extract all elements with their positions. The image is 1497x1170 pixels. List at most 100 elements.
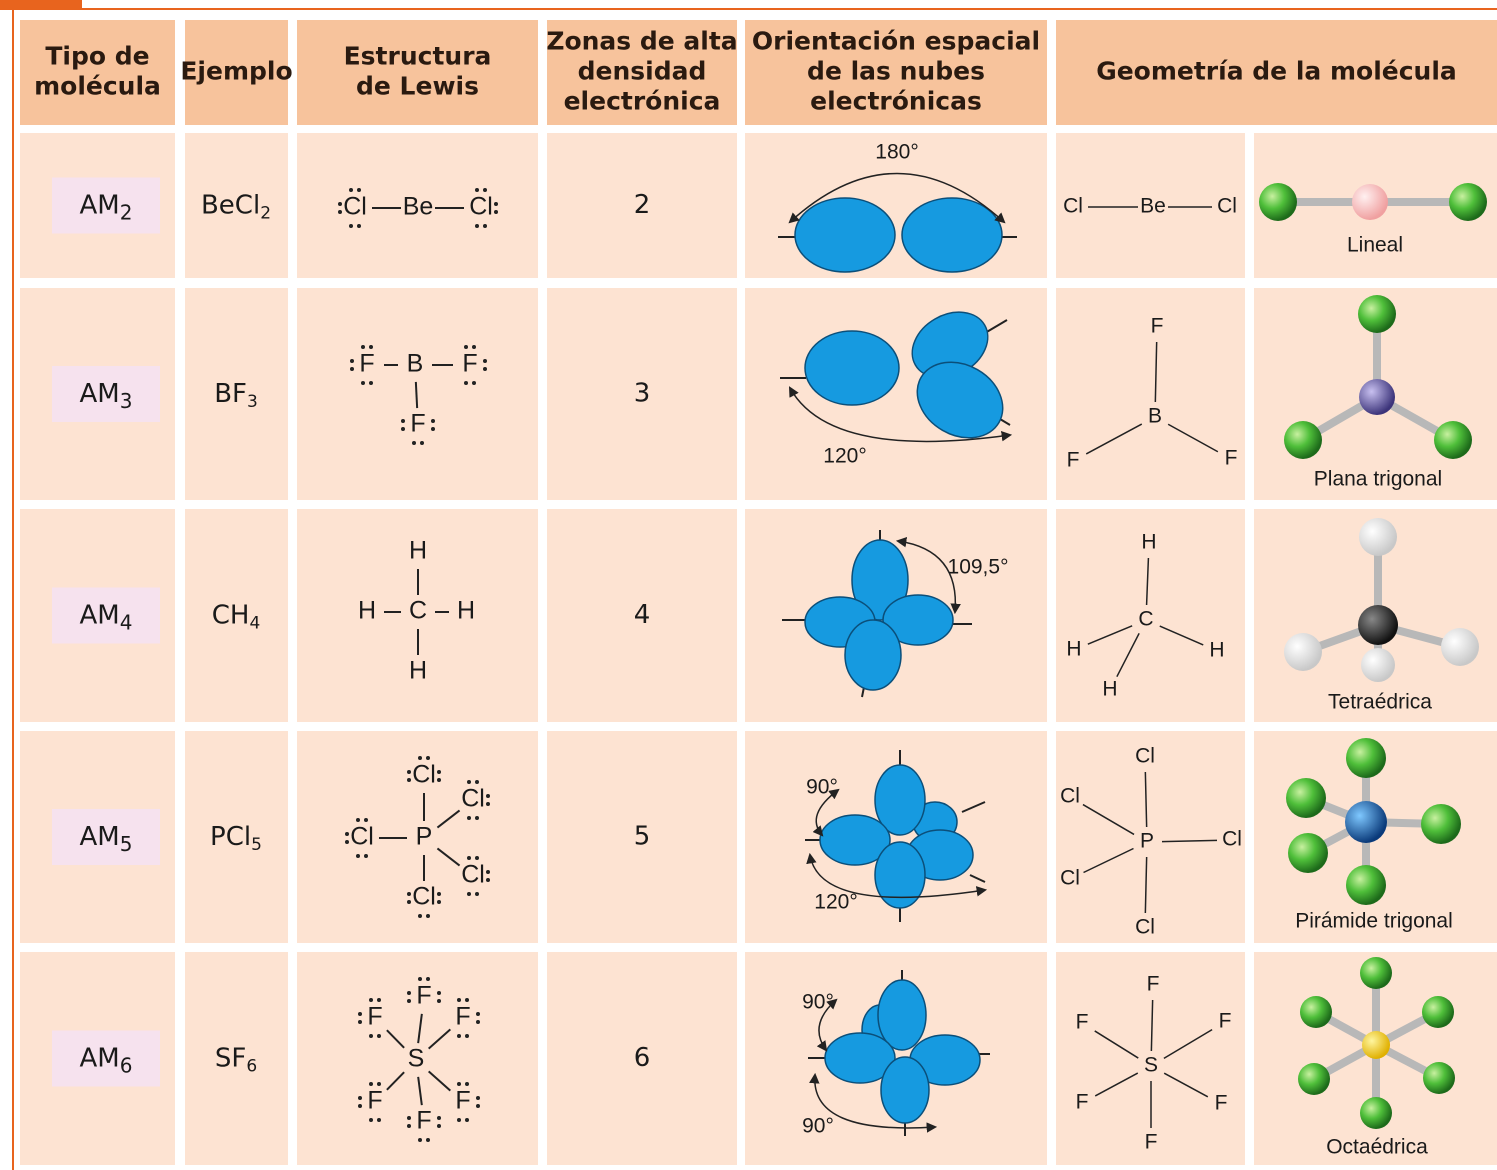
angle-arc: [816, 998, 838, 1052]
lewis-bond: [428, 1028, 451, 1050]
lone-pair-dot: [437, 770, 441, 774]
lone-pair-dot: [358, 1012, 362, 1016]
header-text: de Lewis: [356, 72, 479, 101]
lewis-atom: Cl: [350, 823, 374, 851]
cell: [185, 509, 288, 722]
lone-pair-dot: [358, 1104, 362, 1108]
header-cell: [547, 20, 737, 125]
model-atom: [1362, 1031, 1390, 1059]
lewis-atom: C: [409, 597, 427, 625]
molecule-type: AM5: [80, 822, 133, 856]
angle-label: 90°: [806, 776, 838, 799]
geometry-atom: H: [1102, 678, 1117, 701]
lone-pair-dot: [472, 381, 476, 385]
lone-pair-dot: [475, 816, 479, 820]
lone-pair-dot: [486, 878, 490, 882]
lone-pair-dot: [369, 998, 373, 1002]
geometry-atom: F: [1219, 1010, 1232, 1033]
lone-pair-dot: [464, 381, 468, 385]
model-atom: [1441, 628, 1479, 666]
electron-cloud: [804, 330, 900, 406]
model-atom: [1259, 183, 1297, 221]
lone-pair-dot: [369, 1118, 373, 1122]
cell: [547, 952, 737, 1165]
geometry-atom: P: [1140, 830, 1154, 853]
geometry-atom: C: [1138, 608, 1153, 631]
corner-tab: [0, 0, 82, 10]
molecule-type: AM3: [80, 379, 133, 413]
lone-pair-dot: [483, 224, 487, 228]
lone-pair-dot: [437, 999, 441, 1003]
lone-pair-dot: [356, 854, 360, 858]
lone-pair-dot: [483, 359, 487, 363]
lewis-atom: F: [367, 1003, 382, 1031]
lone-pair-dot: [475, 188, 479, 192]
lone-pair-dot: [356, 818, 360, 822]
example-sub: 3: [247, 392, 258, 412]
geometry-bond: [1145, 557, 1150, 606]
header-text: electrónicas: [810, 87, 982, 116]
geometry-atom: H: [1209, 639, 1224, 662]
header-text: densidad: [578, 57, 707, 86]
geometry-atom: Cl: [1063, 195, 1083, 218]
lewis-atom: Cl: [461, 785, 485, 813]
model-atom: [1298, 1063, 1330, 1095]
cell: [297, 509, 538, 722]
lone-pair-dot: [486, 870, 490, 874]
geometry-atom: Cl: [1135, 745, 1155, 768]
geometry-atom: F: [1076, 1091, 1089, 1114]
zones: 5: [634, 822, 651, 852]
lone-pair-dot: [338, 210, 342, 214]
angle-arc: [812, 788, 840, 837]
example-base: BF: [214, 379, 247, 409]
geometry-atom: Be: [1140, 195, 1166, 218]
lone-pair-dot: [377, 1034, 381, 1038]
lone-pair-dot: [476, 1096, 480, 1100]
lewis-bond: [436, 847, 461, 867]
model-atom: [1434, 421, 1472, 459]
cell: [547, 509, 737, 722]
model-atom: [1360, 957, 1392, 989]
axis-stub: [961, 801, 986, 813]
model-atom: [1359, 379, 1395, 415]
lewis-bond: [414, 381, 419, 409]
molecule-type: AM4: [80, 600, 133, 634]
molecule-type-sub: 6: [120, 1053, 133, 1077]
lone-pair-dot: [475, 780, 479, 784]
molecule-type-sub: 3: [120, 389, 133, 413]
geometry-bond: [1116, 632, 1140, 678]
lewis-atom: Be: [403, 193, 434, 221]
lone-pair-dot: [357, 224, 361, 228]
angle-arc: [895, 537, 961, 615]
lone-pair-dot: [407, 991, 411, 995]
lone-pair-dot: [358, 1020, 362, 1024]
geometry-bond: [1150, 999, 1154, 1052]
lewis-atom: H: [409, 657, 427, 685]
geometry-bond: [1159, 625, 1204, 646]
lewis-atom: B: [407, 350, 424, 378]
lone-pair-dot: [407, 999, 411, 1003]
lone-pair-dot: [437, 778, 441, 782]
geometry-bond: [1144, 771, 1148, 828]
lone-pair-dot: [475, 892, 479, 896]
lone-pair-dot: [494, 210, 498, 214]
lone-pair-dot: [364, 854, 368, 858]
cell: [547, 731, 737, 943]
cell: [1056, 133, 1245, 278]
lewis-atom: S: [408, 1045, 425, 1073]
lone-pair-dot: [457, 1082, 461, 1086]
lone-pair-dot: [457, 998, 461, 1002]
header-text: Orientación espacial: [752, 27, 1040, 56]
cell: [185, 133, 288, 278]
geometry-atom: Cl: [1060, 785, 1080, 808]
cell: [185, 731, 288, 943]
lone-pair-dot: [475, 856, 479, 860]
example-base: PCl: [210, 822, 251, 852]
electron-cloud: [901, 197, 1003, 273]
geometry-bond: [1144, 856, 1148, 914]
lone-pair-dot: [407, 1116, 411, 1120]
lone-pair-dot: [418, 914, 422, 918]
example-sub: 2: [260, 204, 271, 224]
lone-pair-dot: [465, 998, 469, 1002]
geometry-atom: F: [1215, 1092, 1228, 1115]
